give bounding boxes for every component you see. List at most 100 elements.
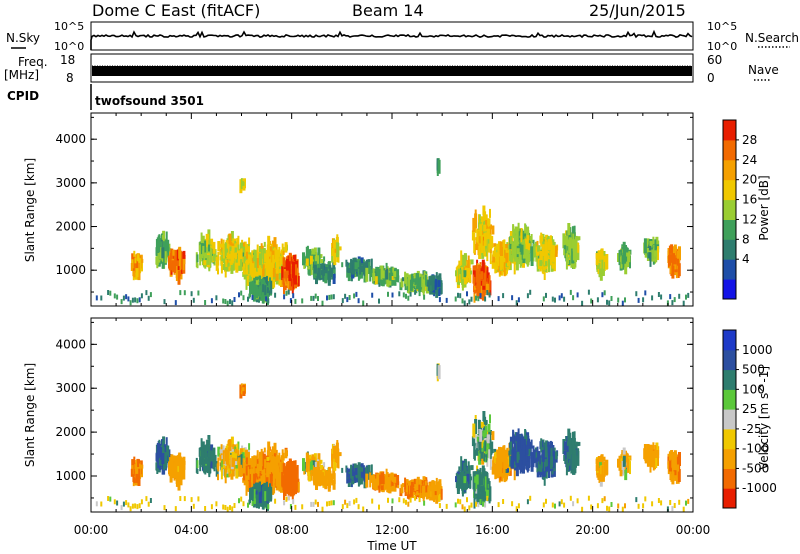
power-cell [305,258,309,266]
power-cell [473,289,476,303]
power-cell [376,267,380,280]
power-cell [401,277,405,282]
power-cell [622,250,626,262]
power-cell [548,259,550,273]
power-cell [478,214,481,228]
power-cell [253,267,257,279]
power-cell [657,246,659,261]
power-cell [643,238,647,254]
power-cell [204,247,208,259]
velocity-cell [240,464,243,477]
power-cell [483,211,487,221]
power-cell [226,256,229,265]
velocity-cell [130,468,133,477]
power-ground-cell [353,293,356,299]
power-cell [294,264,298,276]
power-ground-cell [100,295,103,301]
colorbar-swatch [723,199,736,220]
velocity-cell [134,464,137,470]
velocity-cell [182,461,186,470]
velocity-cell [250,478,253,483]
power-xticks [90,113,694,306]
power-ground-cell [247,296,249,302]
velocity-cell [226,461,229,470]
nsearch-tick-top: 10^5 [707,20,737,33]
power-cell [351,270,354,275]
power-ground-cell [371,292,374,298]
power-cell [363,270,367,283]
velocity-cell [159,458,163,466]
power-cell [522,249,526,259]
colorbar-frame [722,119,737,300]
power-cell [434,280,438,288]
power-cell [473,287,476,294]
power-ground-cell [355,291,358,297]
power-cell [483,240,486,256]
power-cell [248,252,252,257]
power-cell [315,273,318,285]
power-cell [275,279,279,285]
power-cell [284,243,288,253]
power-cell [226,260,229,268]
power-cell [496,243,500,250]
power-cell [137,262,141,277]
power-ground-cell [163,299,166,305]
velocity-cell [165,437,168,446]
power-ground-cell [497,296,500,302]
power-cell [572,240,576,252]
power-cell [482,291,485,301]
power-cell [554,250,558,257]
power-cell [237,244,240,251]
power-cell [372,273,376,281]
power-cell [476,263,479,275]
power-cell [278,274,282,286]
nsky-tick-top: 10^5 [54,20,84,33]
power-cell [332,269,336,274]
power-cell [486,228,490,234]
velocity-cell [177,471,180,476]
power-cell [205,259,209,267]
power-cell [489,250,492,265]
power-cell [333,250,337,266]
power-ground-cell [651,295,654,301]
power-cell [360,265,363,279]
velocity-cell [199,458,202,472]
power-cell [535,246,538,253]
power-cell [492,254,496,263]
power-cell [318,268,321,280]
power-cell [332,274,336,284]
velocity-cell [270,449,273,454]
power-cell [134,258,137,264]
velocity-cell [243,462,247,470]
power-cell [310,263,313,275]
power-ground-cell [174,300,177,306]
velocity-cell [164,456,167,469]
power-ground-cell [463,300,466,306]
power-cell [677,263,681,277]
power-cell [165,231,168,240]
velocity-cell [135,473,139,483]
velocity-cell [245,465,248,479]
power-cell [543,253,547,266]
power-cell [225,260,228,267]
velocity-cell [226,466,229,474]
power-cell [357,258,361,273]
power-cell [177,266,180,271]
velocity-cell [256,454,259,469]
power-ground-cell [409,291,412,297]
power-cell [205,238,209,254]
power-ground-cell [563,296,566,302]
power-ground-cell [644,290,647,296]
power-cell [566,245,569,261]
power-cell [483,220,486,228]
colorbar-swatch [723,239,736,260]
power-ground-cell [346,297,349,303]
power-cell [505,252,509,264]
power-cell [160,247,163,255]
velocity-cell [281,449,284,463]
power-cell [308,267,312,276]
power-cell [479,224,483,237]
velocity-cell [137,460,140,467]
power-cell [320,259,323,263]
power-cell [390,278,394,286]
